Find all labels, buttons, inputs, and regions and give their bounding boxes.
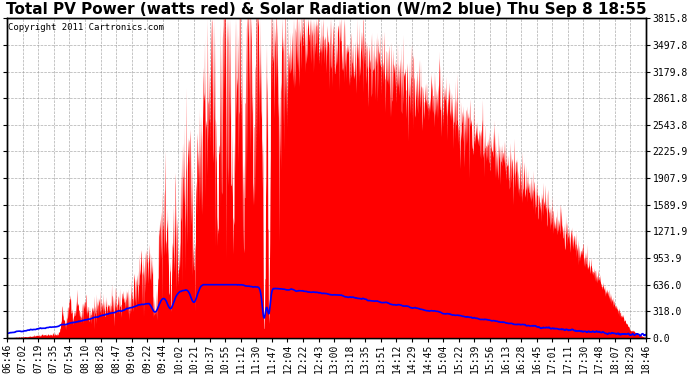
Text: Copyright 2011 Cartronics.com: Copyright 2011 Cartronics.com [8, 23, 164, 32]
Title: Total PV Power (watts red) & Solar Radiation (W/m2 blue) Thu Sep 8 18:55: Total PV Power (watts red) & Solar Radia… [6, 2, 647, 17]
